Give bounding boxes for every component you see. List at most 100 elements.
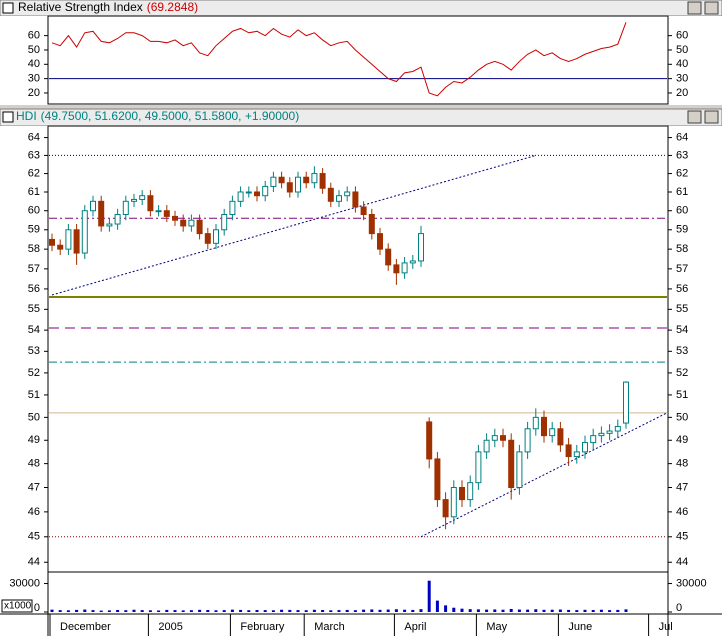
volume-bar	[337, 610, 341, 612]
x-tick-label: December	[60, 621, 111, 633]
y-tick-label: 63	[28, 149, 40, 161]
candle-body	[270, 176, 277, 187]
volume-bar	[534, 609, 538, 612]
volume-bar	[345, 609, 349, 612]
price-values: (49.7500, 51.6200, 49.5000, 51.5800, +1.…	[41, 109, 300, 123]
candle-body	[106, 223, 113, 227]
volume-bar	[411, 609, 415, 612]
candle-body	[606, 430, 613, 434]
rsi-window-icon[interactable]	[2, 2, 14, 14]
volume-bar	[403, 609, 407, 612]
y-tick-label: 58	[28, 243, 40, 255]
y-tick-label-right: 54	[676, 324, 688, 336]
volume-bar	[312, 609, 316, 612]
volume-bar	[116, 610, 120, 612]
volume-bar	[542, 609, 546, 612]
candle-body	[549, 428, 556, 437]
volume-bar	[386, 609, 390, 612]
y-tick-label: 60	[28, 205, 40, 217]
volume-bar	[140, 610, 144, 612]
volume-bar	[526, 609, 530, 612]
volume-bar	[591, 610, 595, 612]
candle-body	[500, 435, 506, 441]
candle-body	[491, 435, 498, 441]
candle-body	[409, 260, 416, 264]
volume-bar	[452, 607, 456, 612]
candle-body	[237, 191, 244, 202]
volume-bar	[485, 609, 489, 612]
volume-bar	[214, 610, 218, 612]
minimize-button[interactable]	[687, 110, 702, 124]
price-window-icon[interactable]	[2, 111, 14, 123]
volume-bar	[624, 609, 628, 612]
candle-body	[541, 416, 547, 437]
candle-body	[483, 439, 490, 453]
candle-body	[286, 182, 293, 193]
x-tick-label: May	[486, 621, 507, 633]
candle-body	[344, 191, 351, 197]
unit-box	[1, 599, 33, 613]
volume-bar	[427, 580, 431, 612]
candle-body	[319, 173, 326, 189]
candle-body	[90, 200, 96, 212]
close-button[interactable]	[704, 110, 719, 124]
candle-body	[204, 233, 211, 244]
y-tick-label-right: 40	[676, 58, 688, 70]
volume-bar	[517, 609, 521, 612]
volume-bar	[362, 609, 366, 612]
candle-body	[557, 428, 564, 446]
candle-body	[245, 191, 252, 194]
candle-body	[73, 229, 80, 254]
x-tick-label: 2005	[158, 621, 182, 633]
candle-body	[213, 229, 219, 244]
volume-bar	[239, 609, 243, 612]
volume-bar	[378, 609, 382, 612]
volume-bar	[247, 610, 251, 612]
y-tick-label: 51	[28, 389, 40, 401]
volume-bar	[493, 609, 497, 612]
y-tick-label-right: 46	[676, 506, 688, 518]
y-tick-label-right: 51	[676, 389, 688, 401]
y-tick-label-right: 20	[676, 87, 688, 99]
candle-body	[81, 210, 88, 254]
candle-body	[139, 195, 146, 200]
close-button[interactable]	[704, 1, 719, 15]
candle-body	[327, 187, 334, 202]
volume-bar	[558, 609, 562, 612]
candle-body	[155, 210, 162, 213]
volume-bar	[460, 608, 464, 612]
volume-bar	[476, 609, 480, 612]
volume-bar	[124, 610, 128, 612]
candle-body	[434, 458, 441, 501]
y-tick-label: 50	[28, 44, 40, 56]
minimize-button[interactable]	[687, 1, 702, 15]
y-tick-label: 60	[28, 30, 40, 42]
candle-body	[442, 499, 449, 518]
volume-bar	[173, 610, 177, 612]
candle-body	[65, 229, 72, 250]
y-tick-label: 54	[28, 324, 40, 336]
volume-bar	[599, 609, 603, 612]
price-title: HDI	[16, 109, 37, 123]
y-tick-label-right: 49	[676, 434, 688, 446]
rsi-title: Relative Strength Index	[18, 0, 143, 14]
candle-body	[147, 195, 154, 212]
volume-bar	[58, 610, 62, 612]
candle-body	[516, 451, 523, 488]
volume-bar	[181, 610, 185, 612]
candle-body	[450, 486, 457, 518]
candle-body	[532, 416, 539, 430]
y-tick-label-right: 45	[676, 531, 688, 543]
volume-bar	[271, 610, 275, 612]
rsi-plot-frame	[47, 15, 669, 105]
y-tick-label: 40	[28, 58, 40, 70]
y-tick-label: 48	[28, 458, 40, 470]
y-tick-label: 55	[28, 303, 40, 315]
y-tick-label-right: 30	[676, 73, 688, 85]
y-tick-label-right: 64	[676, 131, 688, 143]
y-tick-label-right: 56	[676, 283, 688, 295]
volume-bar	[550, 609, 554, 612]
x-tick-label: June	[568, 621, 592, 633]
y-tick-label-right: 30000	[676, 577, 707, 589]
